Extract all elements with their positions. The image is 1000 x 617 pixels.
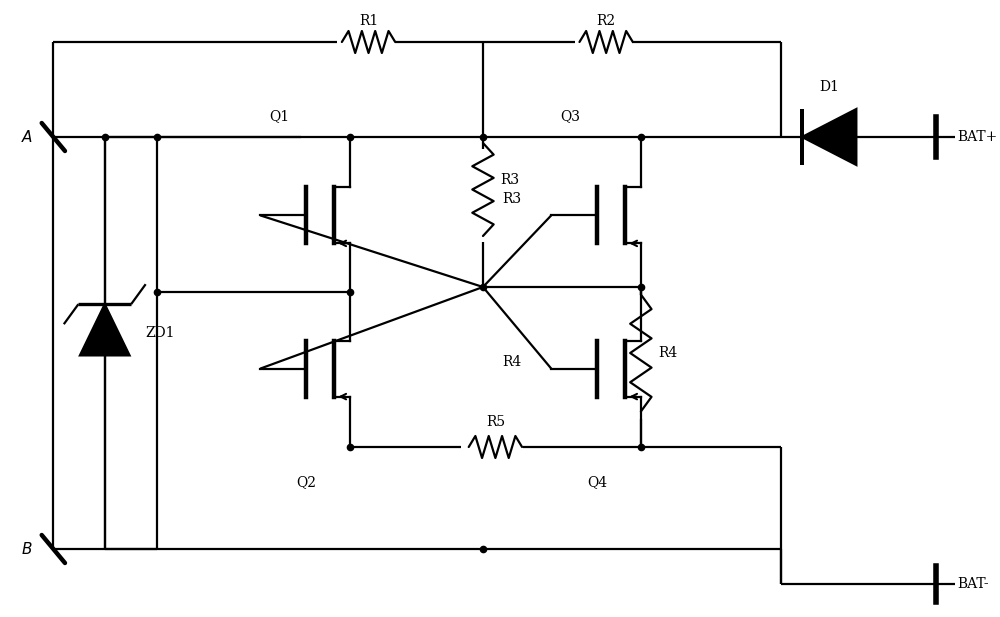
Text: R3: R3 <box>502 192 521 206</box>
Text: R4: R4 <box>502 355 522 369</box>
Text: R1: R1 <box>359 14 378 28</box>
Text: R2: R2 <box>597 14 616 28</box>
Text: Q4: Q4 <box>587 475 607 489</box>
Text: BAT-: BAT- <box>957 577 989 591</box>
Text: Q1: Q1 <box>269 109 289 123</box>
Text: ZD1: ZD1 <box>145 326 175 340</box>
Text: B: B <box>22 542 32 557</box>
Polygon shape <box>802 109 856 165</box>
Text: Q3: Q3 <box>560 109 580 123</box>
Text: D1: D1 <box>819 80 839 94</box>
Polygon shape <box>80 304 130 355</box>
Text: Q2: Q2 <box>296 475 316 489</box>
Text: R5: R5 <box>486 415 505 429</box>
Text: A: A <box>22 130 32 144</box>
Text: R3: R3 <box>500 173 520 186</box>
Text: R4: R4 <box>658 346 678 360</box>
Text: BAT+: BAT+ <box>957 130 997 144</box>
